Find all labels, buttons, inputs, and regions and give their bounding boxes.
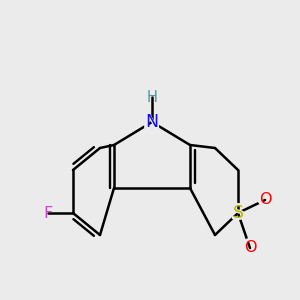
Text: H: H bbox=[147, 89, 158, 104]
Text: H: H bbox=[144, 88, 160, 106]
Text: N: N bbox=[142, 110, 162, 134]
Text: O: O bbox=[241, 238, 259, 258]
Text: O: O bbox=[259, 193, 271, 208]
Text: S: S bbox=[232, 204, 244, 222]
Text: S: S bbox=[230, 202, 246, 224]
Text: F: F bbox=[44, 206, 52, 220]
Text: N: N bbox=[146, 113, 159, 131]
Text: O: O bbox=[256, 190, 274, 210]
Text: F: F bbox=[40, 203, 56, 223]
Text: O: O bbox=[244, 241, 256, 256]
